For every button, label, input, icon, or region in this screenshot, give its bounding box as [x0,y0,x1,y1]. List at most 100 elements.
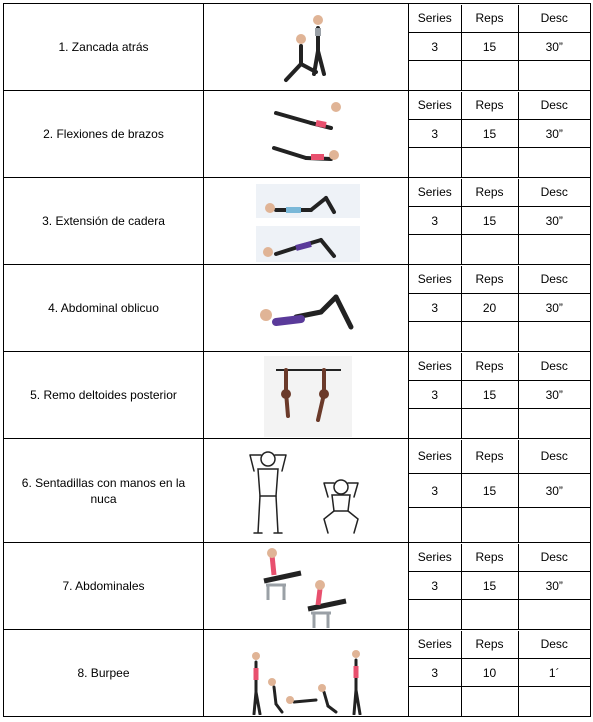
rest-value: 30” [517,119,590,148]
series-value: 3 [409,206,461,235]
empty-cell [517,408,590,438]
rear-delt-row-icon [264,355,352,437]
exercise-stats: Series Reps Desc 3 15 30” [408,351,591,439]
rest-header: Desc [517,4,590,33]
empty-cell [460,60,518,90]
exercise-stats: Series Reps Desc 3 15 30” [408,542,591,630]
empty-cell [517,321,590,351]
rest-header: Desc [517,352,590,381]
bench-crunch-icon [263,547,347,628]
rest-header: Desc [517,91,590,120]
exercise-row: 8. Burpee Series Reps Desc [3,629,591,717]
series-header: Series [417,449,452,464]
empty-cell [517,60,590,90]
reps-value: 15 [460,119,518,148]
exercise-stats: Series Reps Desc 3 15 30” [408,438,591,543]
stats-grid: Series Reps Desc 3 15 30” [409,352,590,438]
series-value: 3 [409,380,461,409]
exercise-stats: Series Reps Desc 3 15 30” [408,90,591,178]
oblique-crunch-icon [260,294,354,329]
rest-header: Desc [517,178,590,207]
exercise-illustration [203,177,409,265]
empty-cell [460,599,518,629]
exercise-name: 1. Zancada atrás [3,3,204,91]
stats-grid: Series Reps Desc 3 15 30” [409,439,590,542]
exercise-name: 8. Burpee [3,629,204,717]
reps-header: Reps [460,543,518,572]
empty-cell [409,507,461,542]
reps-value: 15 [460,473,518,508]
series-header: Series [417,98,452,113]
exercise-name: 7. Abdominales [3,542,204,630]
series-header: Series [417,550,452,565]
empty-cell [517,147,590,177]
rest-header: Desc [517,543,590,572]
rest-header: Desc [517,265,590,294]
reps-header: Reps [460,91,518,120]
empty-cell [517,686,590,716]
exercise-stats: Series Reps Desc 3 15 30” [408,3,591,91]
exercise-name: 2. Flexiones de brazos [3,90,204,178]
empty-cell [460,147,518,177]
series-header: Series [417,185,452,200]
exercise-illustration [203,438,409,543]
exercise-row: 1. Zancada atrás Series Reps Desc 3 15 [3,3,591,91]
exercise-stats: Series Reps Desc 3 10 1´ [408,629,591,717]
workout-table: 1. Zancada atrás Series Reps Desc 3 15 [3,3,591,717]
exercise-row: 7. Abdominales Series Reps Desc 3 [3,542,591,630]
pushup-icon [272,101,341,161]
exercise-illustration [203,351,409,439]
reps-header: Reps [460,265,518,294]
empty-cell [409,408,461,438]
reps-value: 20 [460,293,518,322]
empty-cell [517,599,590,629]
empty-cell [409,147,461,177]
rest-value: 30” [517,571,590,600]
stats-grid: Series Reps Desc 3 15 30” [409,543,590,629]
exercise-illustration [203,542,409,630]
exercise-name: 6. Sentadillas con manos en la nuca [3,438,204,543]
series-value: 3 [409,293,461,322]
reps-value: 15 [460,571,518,600]
exercise-illustration [203,90,409,178]
stats-grid: Series Reps Desc 3 15 30” [409,4,590,90]
reps-value: 10 [460,658,518,687]
empty-cell [460,321,518,351]
stats-grid: Series Reps Desc 3 20 30” [409,265,590,351]
exercise-stats: Series Reps Desc 3 15 30” [408,177,591,265]
stats-grid: Series Reps Desc 3 10 1´ [409,630,590,716]
reps-header: Reps [460,178,518,207]
exercise-name: 5. Remo deltoides posterior [3,351,204,439]
series-header: Series [417,359,452,374]
series-value: 3 [409,119,461,148]
series-header: Series [417,11,452,26]
reps-header: Reps [460,352,518,381]
hip-bridge-icon [256,183,360,262]
squat-hands-behind-head-icon [249,450,359,534]
exercise-row: 2. Flexiones de brazos Series Reps Desc … [3,90,591,178]
empty-cell [409,60,461,90]
stats-grid: Series Reps Desc 3 15 30” [409,178,590,264]
reps-header: Reps [460,630,518,659]
exercise-row: 6. Sentadillas con manos en la nuca Seri… [3,438,591,543]
rest-value: 30” [517,473,590,508]
exercise-row: 4. Abdominal oblicuo Series Reps Desc 3 … [3,264,591,352]
exercise-stats: Series Reps Desc 3 20 30” [408,264,591,352]
exercise-illustration [203,3,409,91]
reps-header: Reps [460,4,518,33]
rest-header: Desc [517,630,590,659]
empty-cell [409,686,461,716]
empty-cell [460,408,518,438]
lunge-icon [284,14,326,82]
empty-cell [460,686,518,716]
rest-value: 30” [517,32,590,61]
exercise-illustration [203,629,409,717]
empty-cell [460,234,518,264]
series-header: Series [417,637,452,652]
series-value: 3 [409,32,461,61]
empty-cell [517,507,590,542]
series-header: Series [417,272,452,287]
reps-value: 15 [460,206,518,235]
series-value: 3 [409,571,461,600]
empty-cell [409,321,461,351]
